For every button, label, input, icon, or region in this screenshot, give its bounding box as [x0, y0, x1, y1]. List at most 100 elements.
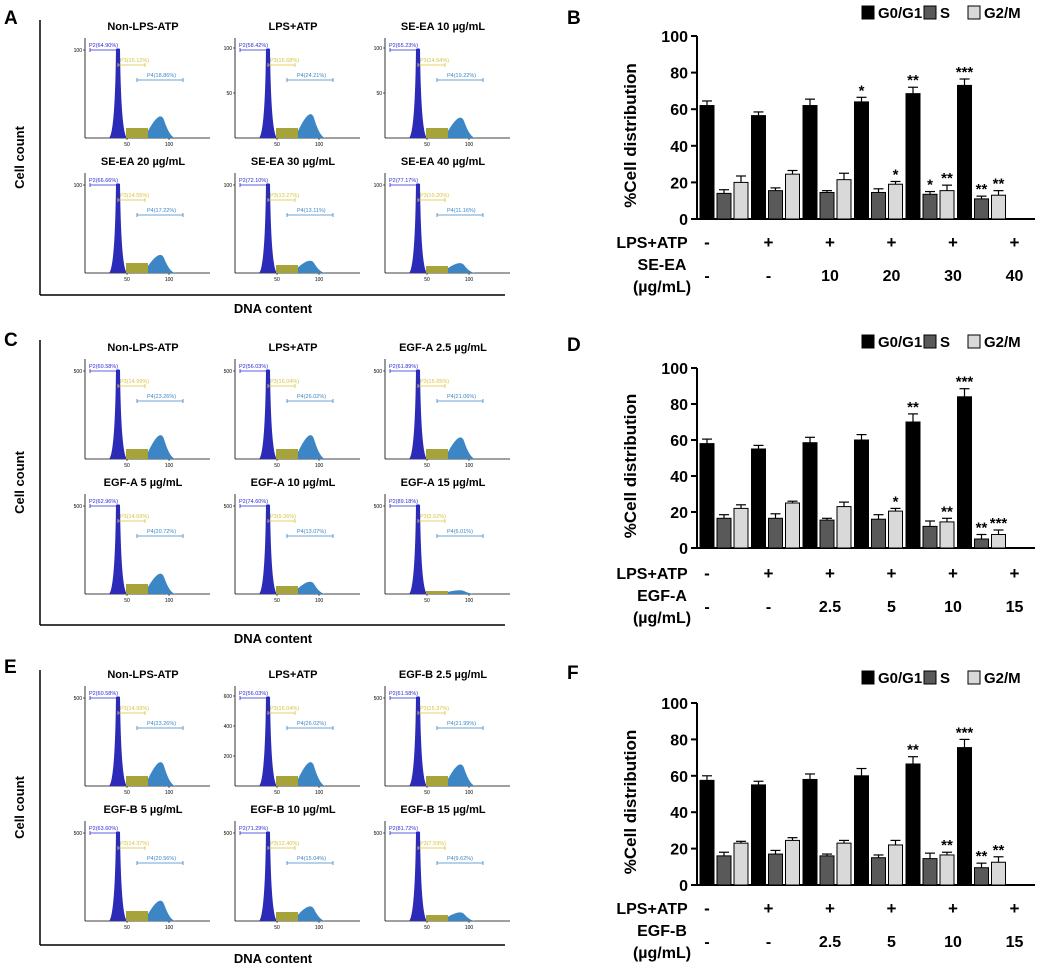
histogram-x-tick-label: 100: [165, 277, 174, 283]
panel-letter: B: [567, 8, 581, 29]
bar-g2-m: [888, 844, 903, 886]
gate-p3-label: P3(12.40%): [270, 841, 299, 847]
s-phase-band: [426, 266, 448, 273]
histogram-y-tick-label: 400: [224, 724, 233, 730]
gate-p4-label: P4(20.72%): [147, 529, 176, 535]
legend-swatch: [923, 334, 937, 349]
gate-p4-label: P4(26.02%): [297, 721, 326, 727]
bar-s: [768, 853, 783, 886]
gate-p2-label: P2(61.58%): [389, 691, 418, 697]
bar-g0-g1: [957, 84, 972, 220]
s-phase-band: [426, 449, 448, 459]
histogram-x-tick-label: 100: [165, 463, 174, 469]
treatment-value: -: [704, 564, 710, 583]
gate-p3-label: P3(14.54%): [420, 58, 449, 64]
gate-p2-label: P2(65.23%): [389, 43, 418, 49]
y-tick-label: 20: [670, 842, 688, 859]
y-tick-label: 20: [670, 175, 688, 192]
treatment-row-label: EGF-A: [637, 588, 687, 605]
bar-s: [768, 190, 783, 220]
bar-s: [819, 191, 835, 220]
histogram-cell: EGF-A 2.5 µg/mL 500 50 100 P2(61.89%) P3(15.6…: [374, 342, 510, 469]
legend-label: G0/G1: [878, 670, 922, 687]
gate-p3-label: P3(9.36%): [270, 514, 296, 520]
bar-g0-g1: [699, 443, 715, 549]
treatment-value: +: [825, 564, 835, 583]
histogram-x-tick-label: 100: [465, 925, 474, 931]
g0-g1-peak: [109, 183, 127, 273]
significance-stars: **: [993, 176, 1005, 193]
s-phase-band: [276, 265, 298, 273]
gate-p4-label: P4(13.07%): [297, 529, 326, 535]
g2-m-hump: [148, 900, 176, 921]
significance-stars: **: [941, 170, 953, 187]
treatment-value: +: [887, 564, 897, 583]
g0-g1-peak: [109, 696, 127, 786]
gate-p3-label: P3(15.37%): [420, 706, 449, 712]
histogram-cell: EGF-B 10 µg/mL 500 50 100 P2(71.29%) P3(12.40…: [224, 804, 360, 931]
y-axis-label: %Cell distribution: [621, 730, 640, 875]
g2-m-hump: [148, 573, 176, 594]
gate-p4-label: P4(15.04%): [297, 856, 326, 862]
treatment-value: 5: [887, 599, 896, 616]
s-phase-band: [276, 586, 298, 594]
treatment-unit: (µg/mL): [633, 610, 691, 627]
gate-p3-label: P3(14.55%): [120, 193, 149, 199]
s-phase-band: [126, 449, 148, 459]
histogram-x-tick-label: 50: [424, 142, 430, 148]
gate-p3-label: P3(16.68%): [270, 58, 299, 64]
histogram-x-tick-label: 100: [315, 925, 324, 931]
histogram-x-tick-label: 100: [315, 142, 324, 148]
significance-stars: ***: [956, 724, 974, 741]
gate-p2-label: P2(81.72%): [389, 826, 418, 832]
bar-s: [922, 193, 938, 220]
bar-s: [716, 517, 732, 549]
gate-p3-label: P3(14.99%): [120, 379, 149, 385]
g0-g1-peak: [409, 369, 427, 459]
panel-letter: E: [4, 657, 17, 678]
gate-p3-label: P3(14.37%): [120, 841, 149, 847]
treatment-value: 15: [1006, 934, 1024, 951]
treatment-value: -: [704, 599, 709, 616]
bar-g0-g1: [751, 448, 766, 549]
treatment-value: +: [1010, 564, 1020, 583]
histogram-x-tick-label: 100: [465, 142, 474, 148]
gate-p3-label: P3(15.12%): [120, 58, 149, 64]
histogram-cell: Non-LPS-ATP 500 50 100 P2(60.58%) P3(14.99%) P…: [74, 669, 210, 796]
histogram-cell: EGF-B 2.5 µg/mL 500 50 100 P2(61.58%) P3(15.3…: [374, 669, 510, 796]
histogram-title: Non-LPS-ATP: [107, 342, 178, 354]
bar-s: [819, 855, 835, 886]
y-tick-label: 80: [670, 397, 688, 414]
histogram-x-tick-label: 100: [465, 463, 474, 469]
y-tick-label: 60: [670, 102, 688, 119]
treatment-value: 10: [944, 599, 962, 616]
treatment-value: +: [1010, 233, 1020, 252]
y-tick-label: 40: [670, 805, 688, 822]
treatment-value: -: [704, 934, 709, 951]
y-axis-label: %Cell distribution: [621, 394, 640, 539]
y-tick-label: 0: [679, 878, 688, 895]
treatment-value: 10: [821, 268, 839, 285]
histogram-cell: EGF-B 15 µg/mL 500 50 100 P2(81.72%) P3(7.59%…: [374, 804, 510, 931]
legend-label: S: [940, 5, 950, 22]
significance-stars: *: [893, 166, 899, 183]
treatment-value: -: [766, 268, 771, 285]
histogram-cell: LPS+ATP 500 50 100 P2(56.03%) P3(16.04%) P4(26…: [224, 342, 360, 469]
histogram-title: EGF-A 2.5 µg/mL: [399, 342, 487, 354]
treatment-value: +: [1010, 899, 1020, 918]
y-tick-label: 80: [670, 732, 688, 749]
g0-g1-peak: [259, 48, 277, 139]
histogram-x-tick-label: 50: [274, 598, 280, 604]
bar-g0-g1: [699, 105, 715, 220]
significance-stars: ***: [956, 374, 974, 391]
histogram-y-tick-label: 500: [374, 696, 383, 702]
treatment-value: +: [825, 899, 835, 918]
histogram-x-tick-label: 100: [165, 598, 174, 604]
g2-m-hump: [448, 912, 476, 921]
histogram-x-tick-label: 50: [424, 277, 430, 283]
bar-chart-panel-b: B 0 20 40 60 80 100 %Cell distribution G0/G1 S G2/…: [567, 5, 1035, 296]
gate-p3-label: P3(14.99%): [120, 706, 149, 712]
gate-p2-label: P2(60.58%): [89, 364, 118, 370]
significance-stars: **: [993, 842, 1005, 859]
histogram-y-tick-label: 500: [74, 504, 83, 510]
